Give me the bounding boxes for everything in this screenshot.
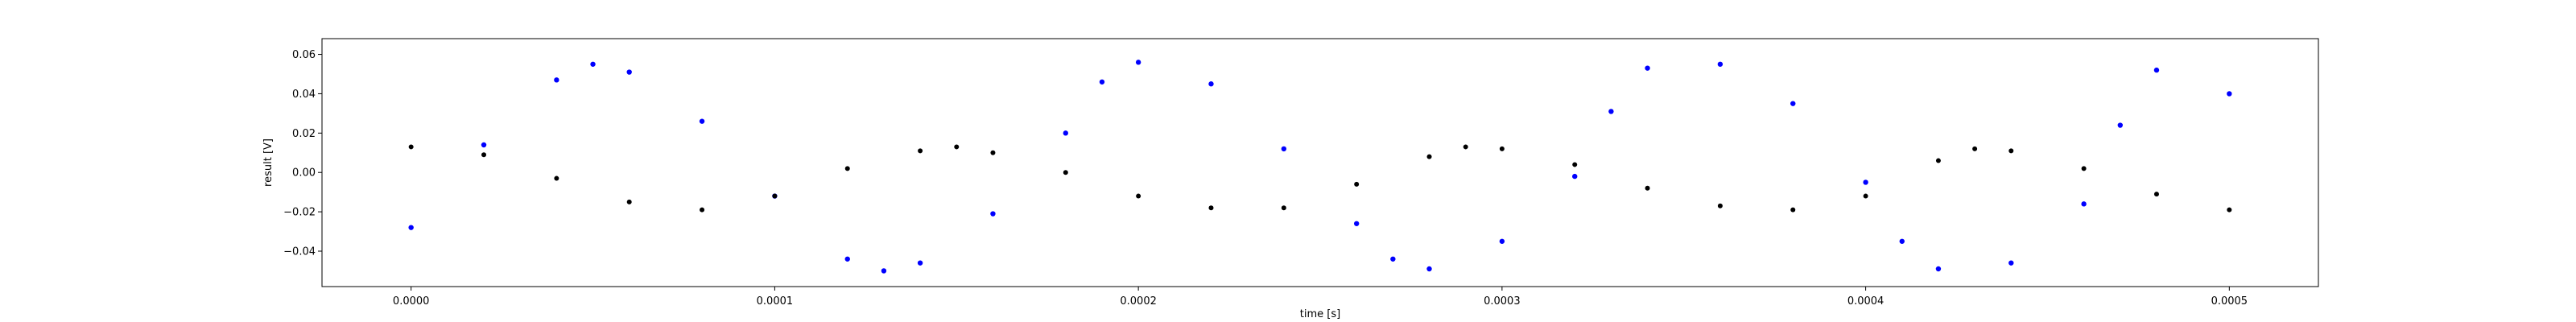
data-point — [1717, 61, 1724, 67]
data-point — [2153, 192, 2159, 197]
data-point — [881, 268, 887, 274]
data-point — [408, 225, 414, 230]
data-point — [590, 61, 596, 67]
data-point — [1608, 109, 1614, 114]
y-tick-label: −0.02 — [283, 207, 316, 219]
x-tick-label: 0.0004 — [1847, 295, 1885, 308]
data-point — [2227, 91, 2232, 97]
data-point — [481, 142, 487, 148]
y-tick-label: 0.00 — [292, 167, 316, 180]
x-tick-label: 0.0005 — [2211, 295, 2248, 308]
data-point — [1790, 101, 1796, 106]
data-point — [1281, 146, 1287, 152]
data-point — [1426, 266, 1432, 272]
data-point — [626, 199, 632, 204]
data-point — [844, 256, 850, 262]
data-point — [1899, 238, 1905, 244]
data-point — [1136, 193, 1141, 199]
data-point — [1572, 173, 1578, 180]
y-tick-label: 0.06 — [292, 49, 316, 61]
data-point — [626, 69, 632, 75]
x-tick-label: 0.0002 — [1120, 295, 1157, 308]
data-point — [1281, 205, 1286, 211]
data-point — [554, 77, 559, 83]
data-point — [1972, 146, 1978, 151]
data-point — [1863, 180, 1868, 185]
data-point — [1499, 238, 1505, 244]
data-point — [917, 260, 923, 266]
x-axis-label: time [s] — [1300, 308, 1340, 320]
data-point — [1935, 266, 1942, 272]
data-point — [1717, 203, 1723, 208]
data-point — [699, 118, 705, 124]
x-tick-label: 0.0003 — [1484, 295, 1521, 308]
data-point — [1353, 221, 1360, 226]
x-axis-ticks: 0.0000 0.0001 0.0002 0.0003 0.0004 0.0005 — [393, 287, 2248, 308]
data-point — [1063, 170, 1068, 175]
y-axis-label: result [V] — [262, 138, 275, 187]
data-point — [2081, 201, 2087, 207]
data-point — [990, 150, 996, 155]
data-point — [1645, 65, 1650, 71]
data-point — [1135, 60, 1141, 65]
data-point — [1099, 79, 1105, 85]
data-point — [2227, 207, 2232, 213]
data-point — [2008, 148, 2014, 154]
data-point — [1208, 81, 1214, 87]
data-point — [1935, 158, 1941, 163]
data-point — [1208, 205, 1214, 211]
data-point — [2153, 67, 2160, 73]
data-point — [1645, 185, 1650, 191]
y-tick-label: 0.04 — [292, 89, 316, 101]
data-point — [700, 207, 705, 213]
data-point — [1790, 207, 1796, 213]
data-point — [1426, 154, 1432, 159]
data-point — [2081, 166, 2087, 171]
data-point — [2008, 260, 2014, 266]
data-point — [844, 166, 850, 171]
data-point — [1390, 256, 1396, 262]
data-point — [481, 152, 487, 158]
data-point — [2117, 122, 2124, 128]
y-tick-label: −0.04 — [283, 246, 316, 258]
data-point — [918, 148, 923, 154]
x-tick-label: 0.0000 — [393, 295, 430, 308]
data-point — [1572, 162, 1578, 167]
data-point — [1463, 144, 1468, 150]
data-point — [408, 144, 414, 150]
data-point — [1863, 193, 1868, 199]
series-layer — [408, 60, 2232, 274]
data-point — [1063, 130, 1068, 136]
data-point — [772, 193, 778, 199]
data-point — [1499, 146, 1505, 151]
plot-area: 0.0000 0.0001 0.0002 0.0003 0.0004 0.0005 −0.… — [283, 38, 2319, 308]
axes-frame — [321, 38, 2319, 287]
series-2 — [408, 144, 2232, 213]
data-point — [990, 211, 996, 217]
data-point — [554, 175, 559, 181]
data-point — [1354, 181, 1360, 187]
y-tick-label: 0.02 — [292, 128, 316, 140]
y-axis-ticks: −0.04 −0.02 0.00 0.02 0.04 0.06 — [283, 49, 322, 258]
data-point — [954, 144, 960, 150]
x-tick-label: 0.0001 — [757, 295, 794, 308]
